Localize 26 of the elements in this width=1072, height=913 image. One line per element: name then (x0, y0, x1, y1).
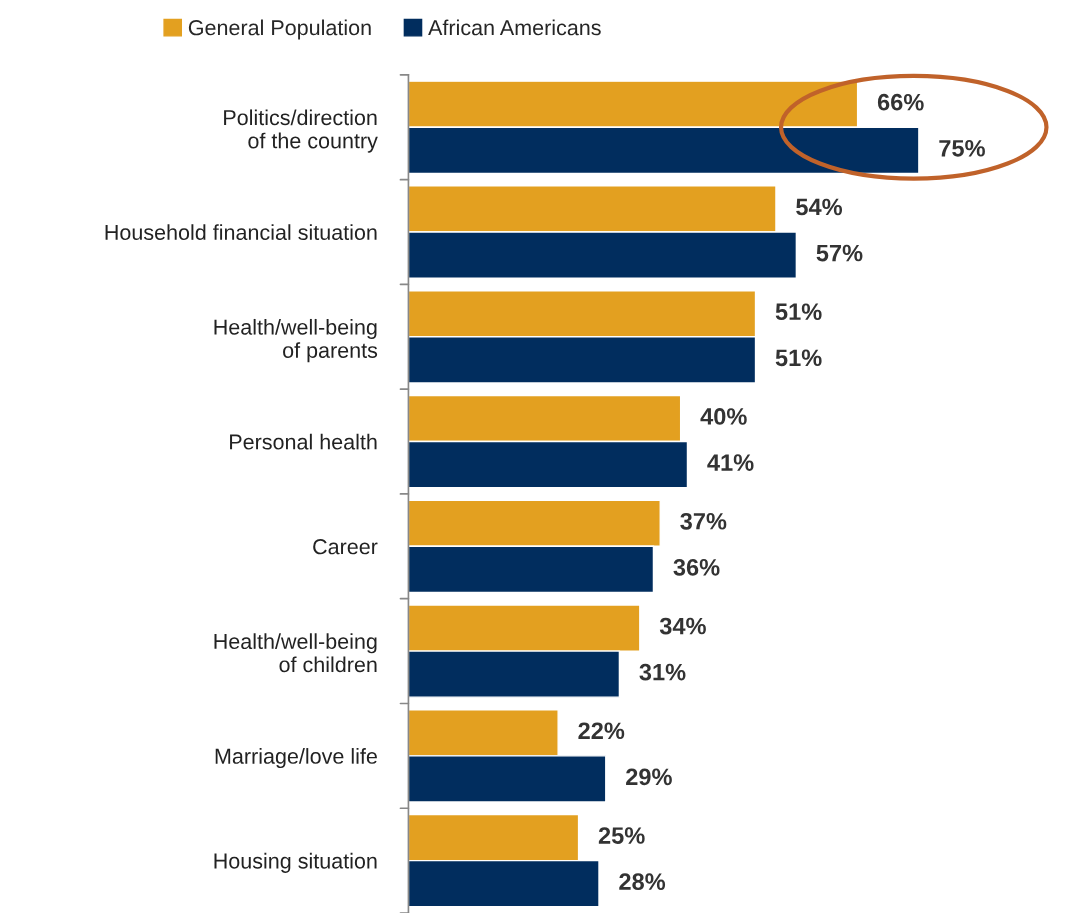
data-label: 29% (626, 768, 672, 786)
y-tick-label: Personal health (230, 433, 377, 450)
data-label: 22% (578, 722, 625, 740)
data-label: 37% (680, 512, 727, 530)
data-label: 75% (939, 139, 985, 157)
y-tick-label: Health/well-being of parents (214, 318, 378, 363)
y-tick-label: Politics/direction of the country (224, 109, 378, 153)
data-label: 51% (775, 349, 822, 367)
y-tick-label: Household financial situation (105, 224, 377, 241)
data-label: 54% (796, 198, 843, 216)
y-tick-label: Career (313, 539, 378, 555)
legend-label: African Americans (428, 19, 601, 36)
data-label: 31% (639, 663, 686, 681)
y-tick-label: Marriage/love life (215, 748, 377, 769)
data-label: 34% (659, 617, 706, 635)
data-label: 36% (673, 558, 720, 576)
data-label: 25% (598, 827, 645, 844)
data-label: 57% (816, 244, 863, 262)
data-label: 40% (700, 408, 747, 425)
data-label: 66% (877, 93, 924, 111)
data-label: 28% (619, 873, 666, 890)
data-label: 51% (775, 303, 822, 321)
y-tick-label: Health/well-being of children (214, 633, 377, 673)
y-tick-label: Housing situation (214, 852, 377, 873)
legend-label: General Population (188, 19, 371, 40)
data-label: 41% (707, 454, 754, 471)
